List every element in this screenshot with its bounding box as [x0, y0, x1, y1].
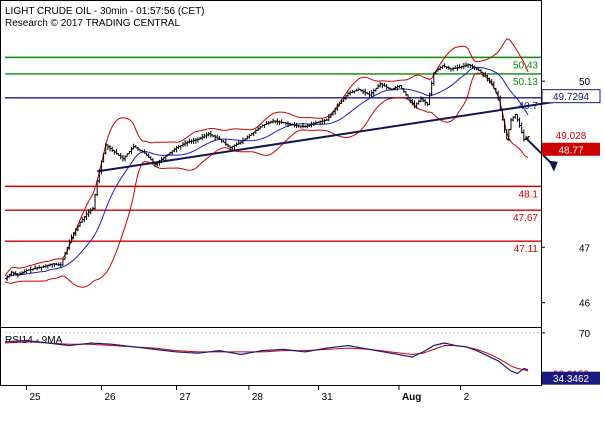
- x-tick-label-28: 28: [252, 392, 264, 403]
- rsi-panel-title: RSI14 - 9MA: [5, 335, 63, 346]
- chart-title: LIGHT CRUDE OIL - 30min - 01:57:56 (CET): [5, 6, 205, 17]
- rsi-tick-label-70: 70: [579, 329, 591, 340]
- level-label-47.11: 47.11: [514, 244, 539, 255]
- chart-frame: [0, 0, 542, 386]
- price-badge-48.77: [542, 142, 600, 156]
- projection-arrow-head: [548, 160, 558, 172]
- price-badge-label-48.77: 48.77: [558, 145, 583, 156]
- x-tick-label-27: 27: [180, 392, 192, 403]
- rsi-series: [4, 332, 541, 375]
- price-series: [5, 62, 530, 281]
- level-label-50.13: 50.13: [513, 77, 538, 88]
- rsi-badge-34.3462: [542, 371, 600, 385]
- trendlines: [97, 99, 567, 173]
- price-badge-49.7294: [541, 89, 601, 104]
- rsi-badge-label-34.3462: 34.3462: [553, 374, 590, 385]
- price-badge-label-49.028: 49.028: [556, 131, 587, 142]
- y-tick-label-50: 50: [579, 77, 591, 88]
- rsi-line: [4, 339, 529, 375]
- y-tick-label-47: 47: [579, 243, 591, 254]
- level-label-48.1: 48.1: [519, 189, 539, 200]
- price-badge-49.028: [542, 128, 600, 142]
- price-badge-label-49.7294: 49.7294: [553, 92, 590, 103]
- support-trendline: [97, 99, 567, 173]
- x-tick-label-2: 2: [464, 392, 470, 403]
- upper-band: [4, 38, 529, 277]
- level-label-47.67: 47.67: [513, 213, 538, 224]
- y-tick-label-46: 46: [579, 299, 591, 310]
- x-tick-label-Aug: Aug: [402, 392, 421, 403]
- x-tick-label-26: 26: [104, 392, 116, 403]
- x-tick-label-31: 31: [322, 392, 334, 403]
- moving-average: [4, 66, 529, 280]
- x-tick-label-25: 25: [29, 392, 41, 403]
- rsi-ma-line: [4, 341, 529, 372]
- chart-subtitle: Research © 2017 TRADING CENTRAL: [5, 18, 180, 29]
